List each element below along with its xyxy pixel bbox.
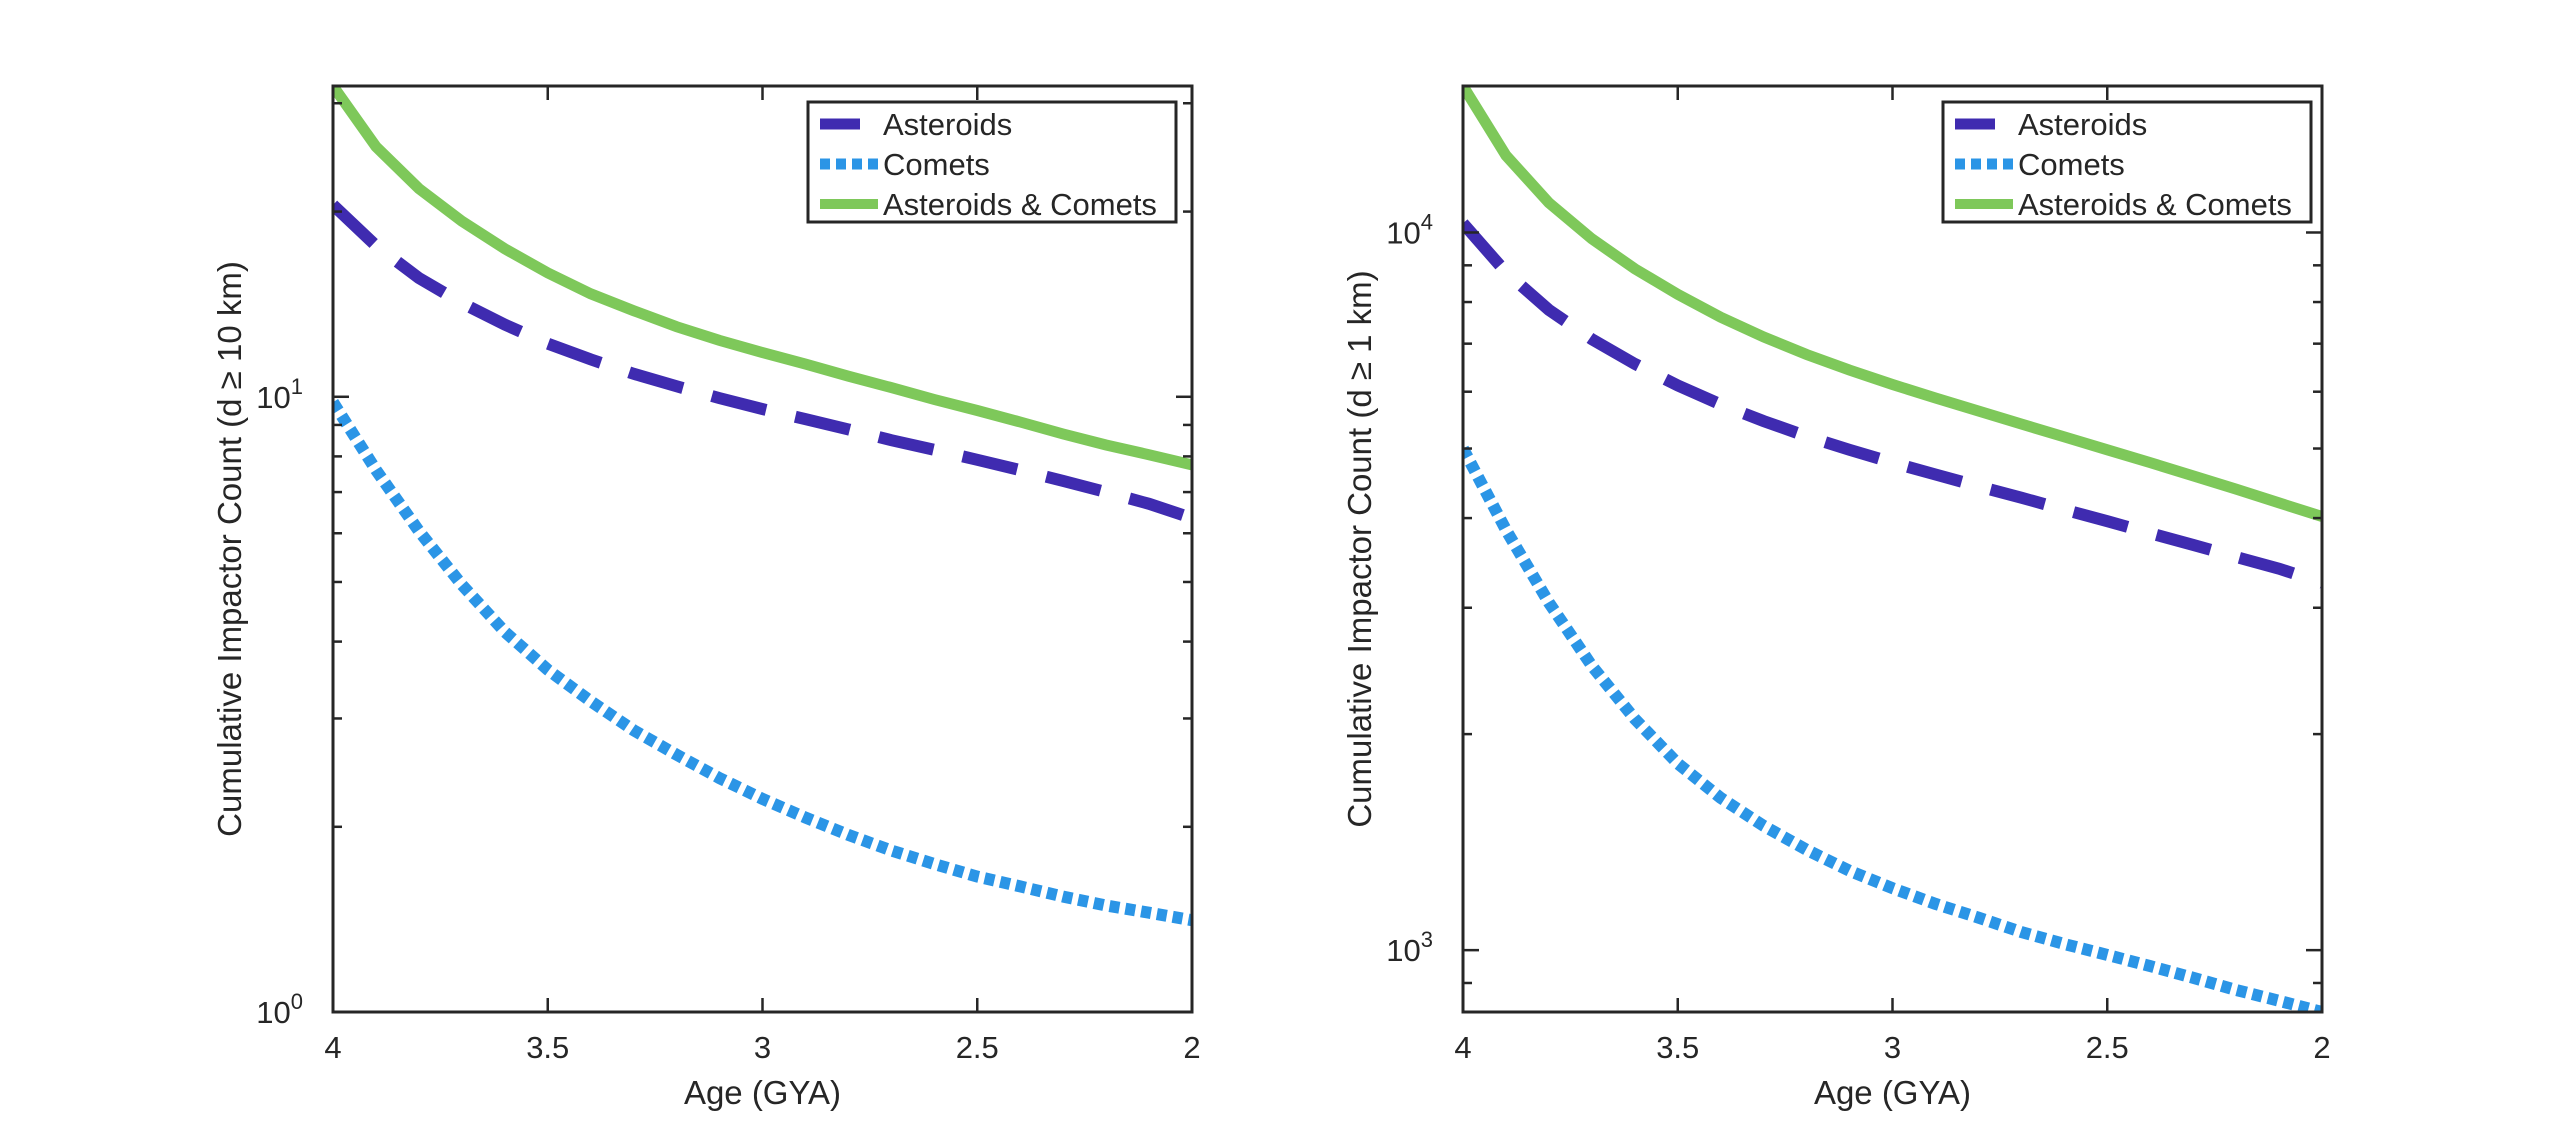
legend-label: Comets <box>883 147 990 182</box>
series-line-asteroids <box>333 200 1192 524</box>
legend-label: Asteroids <box>2018 107 2147 142</box>
x-tick-label: 2 <box>1183 1030 1200 1065</box>
y-tick-label: 104 <box>1386 209 1433 250</box>
x-tick-label: 3 <box>754 1030 771 1065</box>
legend-label: Asteroids & Comets <box>883 187 1157 222</box>
legend-label: Comets <box>2018 147 2125 182</box>
y-tick-label: 101 <box>256 374 303 415</box>
y-axis-label: Cumulative Impactor Count (d ≥ 1 km) <box>1341 270 1378 827</box>
legend-label: Asteroids & Comets <box>2018 187 2292 222</box>
x-tick-label: 4 <box>1454 1030 1471 1065</box>
x-tick-label: 3 <box>1884 1030 1901 1065</box>
y-tick-label: 100 <box>256 989 303 1030</box>
x-tick-label: 4 <box>324 1030 341 1065</box>
series-line-asteroids <box>1463 219 2322 589</box>
x-tick-label: 3.5 <box>526 1030 569 1065</box>
series-line-comets <box>1463 445 2322 1012</box>
y-axis-label: Cumulative Impactor Count (d ≥ 10 km) <box>211 261 248 837</box>
plot-area <box>1463 86 2322 1012</box>
series-line-asteroids-comets <box>1463 86 2322 522</box>
x-tick-label: 3.5 <box>1656 1030 1699 1065</box>
legend: Asteroids Comets Asteroids & Comets <box>1941 100 2313 224</box>
x-axis-label: Age (GYA) <box>684 1074 841 1111</box>
legend: Asteroids Comets Asteroids & Comets <box>806 100 1178 224</box>
legend-label: Asteroids <box>883 107 1012 142</box>
x-tick-label: 2 <box>2313 1030 2330 1065</box>
x-tick-label: 2.5 <box>2086 1030 2129 1065</box>
x-tick-label: 2.5 <box>956 1030 999 1065</box>
series-line-comets <box>333 398 1192 927</box>
chart-left: 4 3.5 3 2.5 2 100 101 Age (GYA) Cumulative Impac… <box>211 84 1201 1111</box>
chart-right: 4 3.5 3 2.5 2 103 104 Age (GYA) Cumulative Impac… <box>1341 84 2331 1111</box>
y-tick-label: 103 <box>1386 927 1433 968</box>
series-line-asteroids-comets <box>333 86 1192 471</box>
plot-area <box>333 86 1192 927</box>
x-axis-label: Age (GYA) <box>1814 1074 1971 1111</box>
